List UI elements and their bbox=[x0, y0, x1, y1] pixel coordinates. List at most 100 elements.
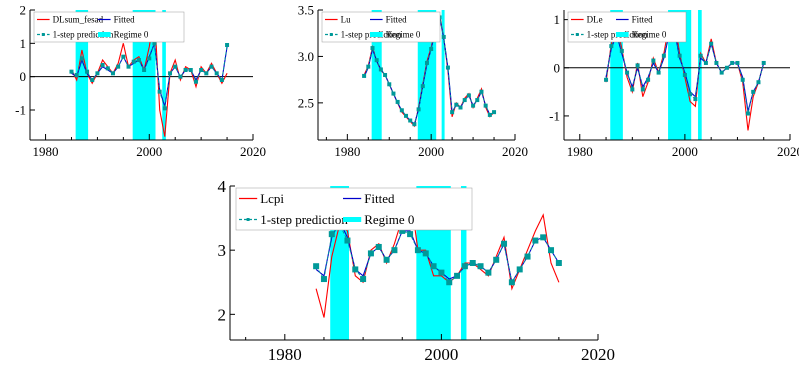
prediction-point bbox=[469, 260, 476, 266]
prediction-point bbox=[709, 41, 714, 46]
prediction-point bbox=[366, 64, 371, 69]
prediction-point bbox=[116, 64, 121, 69]
chart-panel-4: 4 3 2 1980 2000 2020 Lcpi Fitted 1-step predicti… bbox=[218, 177, 616, 364]
prediction-point bbox=[677, 53, 682, 58]
legend-label-regime: Regime 0 bbox=[364, 212, 414, 227]
prediction-point bbox=[383, 256, 390, 263]
y-tick-label: -1 bbox=[15, 103, 26, 118]
y-tick-label: 2 bbox=[218, 305, 227, 324]
prediction-point bbox=[429, 47, 434, 51]
prediction-point bbox=[548, 247, 555, 254]
legend-marker-prediction bbox=[41, 33, 45, 36]
legend-label-actual: DLe bbox=[587, 15, 603, 25]
prediction-point bbox=[142, 68, 147, 72]
prediction-point bbox=[126, 64, 131, 69]
prediction-point bbox=[352, 266, 359, 273]
prediction-point bbox=[483, 103, 488, 108]
prediction-point bbox=[730, 60, 735, 65]
y-tick-label: -1 bbox=[549, 108, 560, 123]
prediction-point bbox=[540, 234, 547, 241]
regime-band bbox=[698, 10, 702, 140]
prediction-point bbox=[492, 110, 497, 115]
series-line-actual bbox=[315, 192, 560, 318]
prediction-point bbox=[204, 71, 209, 76]
prediction-point bbox=[630, 87, 635, 92]
x-tick-label: 2020 bbox=[502, 144, 528, 159]
chart-panel-3: 10-1198020002020DLeFitted1-step predicti… bbox=[549, 10, 799, 159]
y-tick-label: 2.5 bbox=[298, 95, 314, 110]
x-tick-label: 2000 bbox=[418, 144, 444, 159]
prediction-point bbox=[391, 91, 396, 96]
legend-label-actual: Lu bbox=[341, 15, 351, 25]
prediction-point bbox=[501, 240, 508, 247]
y-tick-label: 3.0 bbox=[298, 49, 314, 64]
prediction-point bbox=[74, 73, 79, 77]
legend-label-prediction: 1-step prediction bbox=[260, 212, 348, 227]
prediction-point bbox=[475, 98, 480, 103]
prediction-point bbox=[414, 247, 421, 254]
prediction-point bbox=[714, 60, 719, 65]
x-tick-label: 1980 bbox=[33, 144, 59, 159]
regime-band bbox=[162, 10, 166, 140]
prediction-point bbox=[320, 276, 327, 283]
y-tick-label: 0 bbox=[554, 60, 561, 75]
legend-label-fitted: Fitted bbox=[632, 15, 654, 25]
prediction-point bbox=[408, 118, 413, 123]
legend-label-actual: DLsum_fesad bbox=[53, 15, 104, 25]
prediction-point bbox=[532, 237, 539, 244]
prediction-point bbox=[487, 112, 492, 117]
legend-label-prediction: 1-step prediction bbox=[53, 30, 114, 40]
legend-swatch-regime bbox=[343, 217, 362, 222]
y-tick-label: 4 bbox=[218, 177, 227, 196]
chart-panel-1: 2 1 0 -1 1980 2000 2020 DLsum_fesad Fitted1-step… bbox=[15, 3, 266, 159]
prediction-point bbox=[69, 69, 74, 74]
prediction-point bbox=[178, 74, 183, 79]
prediction-point bbox=[131, 59, 136, 64]
prediction-point bbox=[90, 78, 95, 82]
prediction-point bbox=[399, 227, 406, 234]
prediction-point bbox=[640, 87, 645, 92]
prediction-point bbox=[604, 77, 609, 82]
x-tick-label: 1980 bbox=[268, 345, 302, 364]
prediction-point bbox=[609, 44, 614, 49]
prediction-point bbox=[416, 107, 421, 112]
prediction-point bbox=[462, 98, 467, 103]
prediction-point bbox=[477, 263, 484, 270]
prediction-point bbox=[219, 78, 224, 82]
prediction-point bbox=[399, 108, 404, 113]
regime-band bbox=[75, 10, 89, 140]
prediction-point bbox=[404, 113, 409, 118]
prediction-point bbox=[555, 260, 562, 266]
regime-band bbox=[668, 10, 692, 140]
y-tick-label: 3.5 bbox=[298, 3, 314, 18]
prediction-point bbox=[157, 89, 162, 94]
x-tick-label: 2000 bbox=[424, 345, 458, 364]
x-tick-label: 2020 bbox=[777, 144, 799, 159]
prediction-point bbox=[422, 250, 429, 257]
prediction-point bbox=[225, 43, 230, 47]
prediction-point bbox=[458, 105, 463, 110]
legend-label-regime: Regime 0 bbox=[632, 30, 667, 40]
prediction-point bbox=[693, 97, 698, 102]
prediction-point bbox=[395, 99, 400, 104]
y-tick-label: 1 bbox=[554, 12, 561, 27]
prediction-point bbox=[745, 111, 750, 116]
prediction-point bbox=[209, 64, 214, 69]
regime-band bbox=[417, 10, 437, 140]
legend-marker-prediction bbox=[575, 33, 579, 36]
prediction-point bbox=[445, 65, 450, 70]
prediction-point bbox=[362, 73, 367, 78]
prediction-point bbox=[688, 92, 693, 97]
prediction-point bbox=[471, 103, 476, 108]
prediction-point bbox=[751, 89, 756, 94]
regime-band bbox=[460, 186, 467, 340]
legend-swatch-regime bbox=[370, 32, 383, 37]
prediction-point bbox=[424, 60, 429, 65]
prediction-point bbox=[367, 250, 374, 257]
legend-box bbox=[235, 187, 473, 231]
prediction-point bbox=[370, 46, 375, 51]
legend-swatch-regime bbox=[98, 32, 111, 37]
